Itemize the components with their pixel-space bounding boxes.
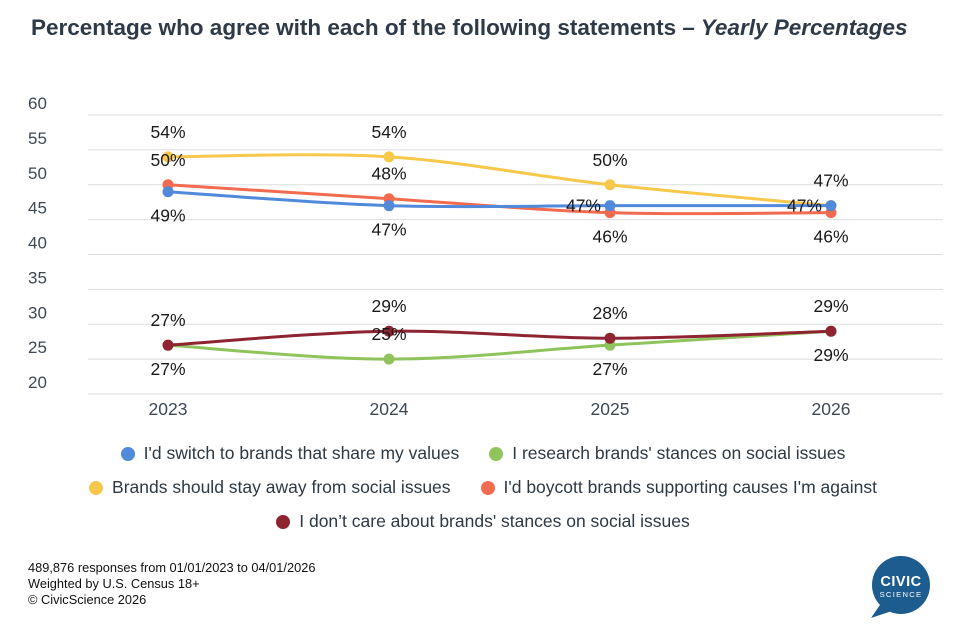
- data-point: [825, 200, 837, 212]
- chart-title-text: Percentage who agree with each of the fo…: [31, 15, 683, 40]
- series-line: [166, 190, 833, 209]
- series-line: [166, 329, 833, 347]
- data-label: 47%: [813, 171, 848, 191]
- data-point: [383, 200, 395, 212]
- legend-dot-blue-icon: [120, 446, 135, 461]
- legend-dot-green-icon: [489, 446, 504, 461]
- logo-bubble-tail: [871, 602, 892, 618]
- civicscience-logo: CIVIC SCIENCE: [871, 556, 930, 618]
- footnote-weighting: Weighted by U.S. Census 18+: [28, 576, 200, 591]
- x-tick-label: 2026: [812, 399, 851, 419]
- data-label: 29%: [371, 296, 406, 316]
- legend-item-dont-care[interactable]: I don’t care about brands' stances on so…: [276, 511, 690, 532]
- legend-row: Brands should stay away from social issu…: [89, 477, 877, 498]
- logo-text-science: SCIENCE: [880, 590, 923, 599]
- y-tick-label: 60: [28, 94, 47, 113]
- logo-bubble-icon: [872, 556, 930, 614]
- footnote-copyright: © CivicScience 2026: [28, 592, 147, 607]
- data-label: 54%: [371, 122, 406, 142]
- footnote-responses: 489,876 responses from 01/01/2023 to 04/…: [28, 560, 316, 575]
- data-label: 27%: [592, 359, 627, 379]
- data-point: [162, 186, 174, 198]
- chart-title-emphasis: – Yearly Percentages: [682, 15, 908, 40]
- y-tick-label: 20: [28, 373, 47, 392]
- data-label: 50%: [150, 150, 185, 170]
- chart-legend: I'd switch to brands that share my value…: [0, 443, 966, 532]
- y-tick-label: 35: [28, 268, 47, 287]
- series-line: [166, 153, 833, 208]
- y-tick-label: 50: [28, 164, 47, 183]
- legend-label: I'd switch to brands that share my value…: [143, 443, 460, 463]
- y-tick-label: 40: [28, 234, 47, 253]
- data-label: 27%: [150, 310, 185, 330]
- line-chart: 60 55 50 45 40 35 30 25 20 2023 2024 2025 2026 49% 47%…: [28, 94, 943, 419]
- data-point: [383, 353, 395, 365]
- data-point: [162, 151, 174, 163]
- data-label: 54%: [150, 122, 185, 142]
- data-label: 28%: [592, 303, 627, 323]
- data-point: [383, 325, 395, 337]
- legend-item-research-stances[interactable]: I research brands' stances on social iss…: [489, 443, 845, 464]
- series-line: [166, 329, 833, 361]
- data-label: 49%: [150, 206, 185, 226]
- y-tick-label: 30: [28, 303, 47, 322]
- data-label: 25%: [371, 324, 406, 344]
- legend-dot-orange-icon: [480, 480, 495, 495]
- data-point: [604, 200, 616, 212]
- legend-dot-darkred-icon: [276, 514, 291, 529]
- legend-row: I don’t care about brands' stances on so…: [276, 511, 690, 532]
- x-tick-label: 2024: [370, 399, 409, 419]
- data-label: 46%: [592, 227, 627, 247]
- x-tick-label: 2023: [149, 399, 188, 419]
- y-tick-label: 45: [28, 199, 47, 218]
- y-tick-label: 25: [28, 338, 47, 357]
- data-label: 29%: [813, 345, 848, 365]
- legend-item-stay-away[interactable]: Brands should stay away from social issu…: [89, 477, 451, 498]
- legend-item-boycott[interactable]: I'd boycott brands supporting causes I'm…: [480, 477, 877, 498]
- legend-label: I'd boycott brands supporting causes I'm…: [503, 477, 877, 497]
- legend-row: I'd switch to brands that share my value…: [120, 443, 845, 464]
- data-label: 46%: [813, 227, 848, 247]
- data-label: 47%: [566, 196, 601, 216]
- legend-label: Brands should stay away from social issu…: [112, 477, 451, 497]
- legend-item-switch-brands[interactable]: I'd switch to brands that share my value…: [120, 443, 460, 464]
- data-label: 27%: [150, 359, 185, 379]
- data-label: 50%: [592, 150, 627, 170]
- data-label: 29%: [813, 296, 848, 316]
- legend-dot-yellow-icon: [89, 480, 104, 495]
- chart-footnote: 489,876 responses from 01/01/2023 to 04/…: [28, 560, 315, 608]
- legend-label: I research brands' stances on social iss…: [512, 443, 846, 463]
- chart-title: Percentage who agree with each of the fo…: [31, 12, 936, 43]
- x-tick-label: 2025: [591, 399, 630, 419]
- data-point: [604, 179, 616, 191]
- data-point: [825, 325, 837, 337]
- legend-label: I don’t care about brands' stances on so…: [299, 511, 690, 531]
- data-point: [162, 339, 174, 351]
- data-point: [604, 332, 616, 344]
- data-label: 47%: [787, 196, 822, 216]
- logo-text-civic: CIVIC: [880, 574, 921, 590]
- data-label: 48%: [371, 164, 406, 184]
- y-tick-label: 55: [28, 129, 47, 148]
- data-point: [383, 151, 395, 163]
- data-label: 47%: [371, 220, 406, 240]
